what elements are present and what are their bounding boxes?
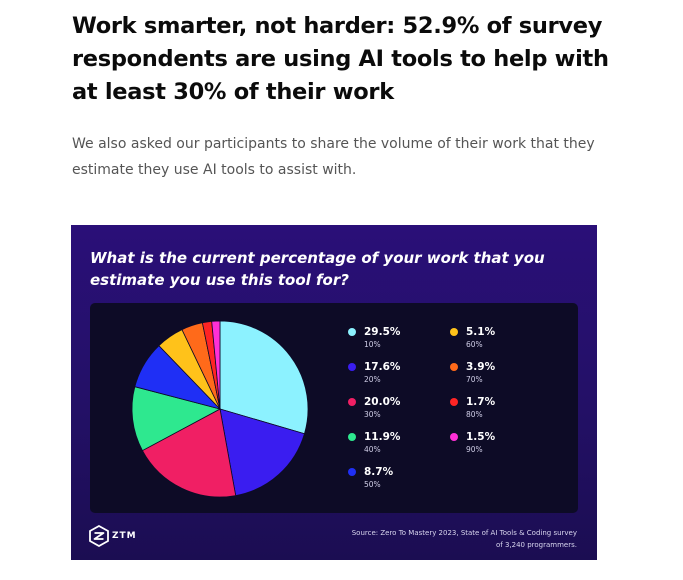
ztm-logo-icon — [89, 525, 109, 547]
legend-label: 20% — [364, 375, 381, 384]
legend-value: 5.1% — [466, 326, 496, 338]
legend-value: 20.0% — [364, 396, 401, 408]
legend-label: 90% — [466, 445, 483, 454]
article-intro: We also asked our participants to share … — [72, 136, 595, 178]
legend-swatch — [348, 328, 356, 336]
pie-slice-90pct — [211, 320, 221, 410]
legend-value: 1.5% — [466, 431, 496, 443]
chart-source: Source: Zero To Mastery 2023, State of A… — [351, 529, 577, 549]
legend-swatch — [348, 363, 356, 371]
legend-value: 29.5% — [364, 326, 401, 338]
legend-label: 60% — [466, 340, 483, 349]
article-title: Work smarter, not harder: 52.9% of surve… — [72, 13, 609, 105]
ztm-logo-text: ZTM — [112, 531, 137, 541]
legend-label: 70% — [466, 375, 483, 384]
pie-slice-30pct — [141, 408, 237, 498]
pie-slice-10pct — [219, 320, 309, 435]
legend-value: 3.9% — [466, 361, 496, 373]
legend-label: 10% — [364, 340, 381, 349]
legend-label: 40% — [364, 445, 381, 454]
legend-value: 1.7% — [466, 396, 496, 408]
legend-swatch — [348, 468, 356, 476]
legend-swatch — [450, 398, 458, 406]
legend-label: 30% — [364, 410, 381, 419]
chart-card: What is the current percentage of your w… — [71, 225, 597, 560]
chart-title: What is the current percentage of your w… — [90, 249, 545, 289]
legend-value: 17.6% — [364, 361, 401, 373]
legend-swatch — [348, 398, 356, 406]
legend-swatch — [450, 433, 458, 441]
legend-swatch — [450, 363, 458, 371]
legend-value: 8.7% — [364, 466, 394, 478]
legend-swatch — [450, 328, 458, 336]
legend-value: 11.9% — [364, 431, 401, 443]
legend-label: 80% — [466, 410, 483, 419]
pie-chart — [131, 320, 309, 498]
pie-slice-40pct — [131, 386, 222, 452]
legend-swatch — [348, 433, 356, 441]
pie-slice-20pct — [219, 408, 305, 497]
chart-panel: 29.5% 10% 17.6% 20% 20.0% 30% 11.9% 40% 8.7% 50% 5… — [90, 303, 578, 513]
legend-label: 50% — [364, 480, 381, 489]
